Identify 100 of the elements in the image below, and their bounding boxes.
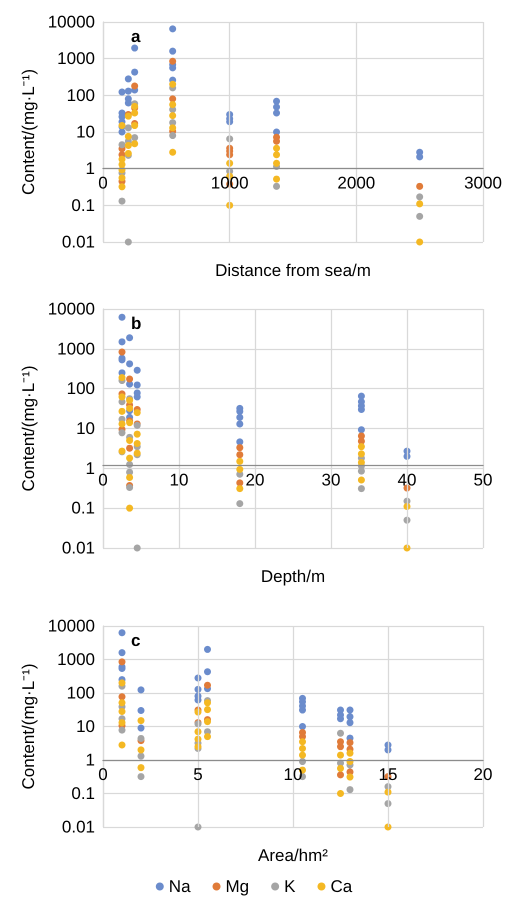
x-tick-label: 2000 xyxy=(337,174,376,193)
x-tick-label: 1000 xyxy=(210,174,249,193)
point xyxy=(118,699,126,706)
point xyxy=(273,176,280,183)
point xyxy=(416,200,424,208)
point xyxy=(118,693,126,700)
point xyxy=(273,151,280,158)
point xyxy=(169,148,176,156)
point xyxy=(169,80,176,88)
point xyxy=(169,112,176,120)
y-tick-label: 100 xyxy=(66,684,95,702)
x-tick-label: 0 xyxy=(98,765,108,784)
y-axis-title: Content/(mg·L⁻¹) xyxy=(18,69,38,195)
point xyxy=(346,774,354,781)
point xyxy=(118,128,126,136)
point xyxy=(346,706,354,714)
point xyxy=(131,140,138,148)
x-tick-label: 10 xyxy=(170,470,188,490)
point xyxy=(204,646,211,653)
y-tick-label: 0.1 xyxy=(71,784,95,803)
point xyxy=(204,682,211,689)
point xyxy=(346,739,354,746)
point xyxy=(131,68,138,76)
point xyxy=(134,440,141,448)
y-tick-label: 10000 xyxy=(48,616,95,636)
point xyxy=(118,742,126,749)
point xyxy=(346,719,354,726)
point xyxy=(273,104,280,111)
point xyxy=(138,734,144,742)
point xyxy=(337,730,344,737)
point xyxy=(118,348,126,356)
point xyxy=(358,392,365,400)
point xyxy=(124,124,132,132)
point xyxy=(126,404,134,412)
point xyxy=(118,708,126,716)
point xyxy=(118,679,126,686)
point xyxy=(346,750,354,757)
point xyxy=(169,25,176,32)
point xyxy=(126,375,134,382)
point xyxy=(337,764,344,772)
point xyxy=(138,773,144,780)
x-tick-label: 30 xyxy=(322,470,340,490)
point xyxy=(138,764,144,772)
y-tick-label: 10 xyxy=(76,717,95,736)
point xyxy=(236,451,244,458)
point xyxy=(204,706,211,714)
x-tick-label: 10 xyxy=(284,765,302,784)
point xyxy=(134,409,141,416)
point xyxy=(131,134,138,142)
point xyxy=(118,393,126,400)
point xyxy=(118,629,126,636)
point xyxy=(118,649,126,656)
point xyxy=(118,408,126,415)
y-tick-label: 1000 xyxy=(57,49,95,68)
point xyxy=(131,109,138,116)
point xyxy=(358,485,365,492)
legend-label: Ca xyxy=(330,877,353,896)
point xyxy=(126,444,134,452)
point xyxy=(236,414,244,421)
point xyxy=(134,381,141,388)
y-tick-label: 0.01 xyxy=(62,818,95,836)
x-tick-label: 20 xyxy=(246,470,264,490)
point xyxy=(124,88,132,95)
point xyxy=(236,500,244,508)
point xyxy=(124,132,132,140)
y-tick-label: 0.01 xyxy=(62,538,95,558)
legend-label: K xyxy=(284,877,296,896)
point xyxy=(134,366,141,374)
point xyxy=(118,314,126,321)
x-tick-label: 15 xyxy=(378,765,398,784)
point xyxy=(273,144,280,152)
x-tick-label: 0 xyxy=(98,470,108,490)
point xyxy=(358,443,365,450)
point xyxy=(337,743,344,750)
point xyxy=(118,88,126,96)
y-tick-label: 1 xyxy=(86,750,95,770)
point xyxy=(346,786,354,794)
point xyxy=(204,668,211,676)
point xyxy=(236,458,244,465)
x-axis-title: Distance from sea/m xyxy=(215,261,371,280)
point xyxy=(204,733,211,740)
point xyxy=(169,58,176,65)
point xyxy=(118,141,126,148)
point xyxy=(273,109,280,116)
y-tick-label: 1000 xyxy=(57,650,95,669)
point xyxy=(118,183,126,190)
point xyxy=(273,160,280,167)
y-tick-label: 100 xyxy=(66,86,95,105)
point xyxy=(118,198,126,205)
point xyxy=(138,707,144,714)
x-tick-label: 40 xyxy=(398,470,416,490)
point xyxy=(358,450,365,458)
point xyxy=(346,713,354,720)
point xyxy=(124,142,132,149)
x-tick-label: 3000 xyxy=(464,174,502,193)
point xyxy=(299,738,306,746)
y-tick-label: 10 xyxy=(76,122,95,142)
x-tick-label: 0 xyxy=(98,174,108,193)
point xyxy=(236,466,244,473)
point xyxy=(138,746,144,754)
